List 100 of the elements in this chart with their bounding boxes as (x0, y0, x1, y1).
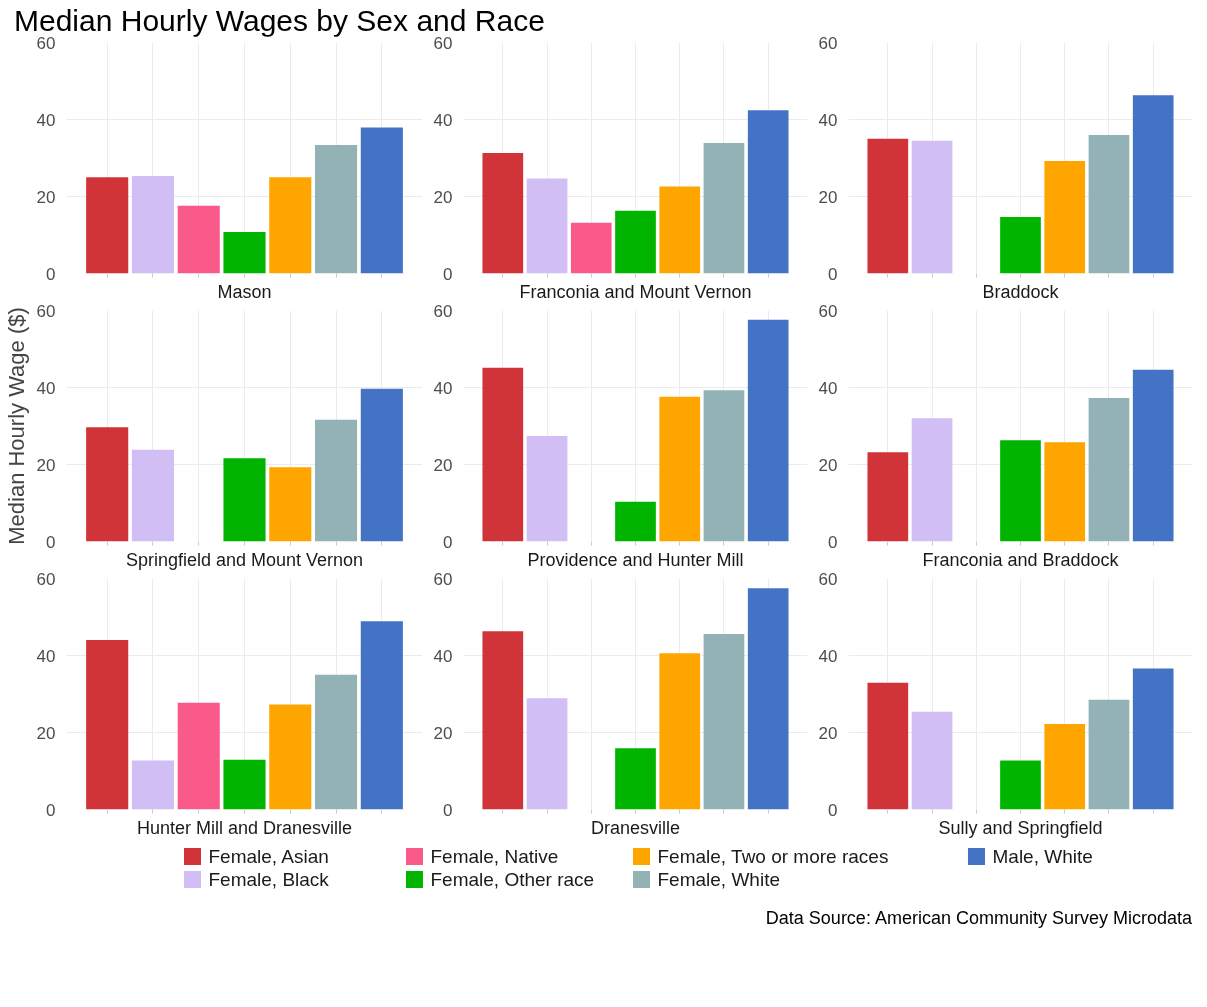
source-note: Data Source: American Community Survey Microdata (765, 907, 1192, 930)
bar (1088, 134, 1130, 274)
bar (659, 186, 701, 274)
x-axis-title: Sully and Springfield (938, 817, 1103, 838)
x-axis-title: Franconia and Mount Vernon (519, 281, 752, 302)
bar (482, 153, 524, 274)
y-tick-label: 0 (46, 264, 56, 284)
y-tick-label: 40 (36, 110, 56, 130)
y-tick-label: 20 (36, 187, 56, 207)
bar (314, 419, 358, 542)
bar (747, 110, 789, 274)
bar (659, 396, 701, 542)
y-tick-label: 0 (828, 532, 838, 552)
y-tick-label: 0 (828, 800, 838, 820)
y-tick-label: 20 (433, 723, 453, 743)
bar (1132, 95, 1174, 274)
bar (570, 222, 612, 274)
bar (911, 711, 953, 810)
y-tick-label: 0 (46, 800, 56, 820)
y-tick-label: 0 (46, 532, 56, 552)
y-tick-label: 20 (433, 455, 453, 475)
bar (131, 449, 175, 542)
y-tick-label: 60 (36, 301, 56, 321)
y-tick-label: 40 (433, 646, 453, 666)
bar (177, 702, 220, 810)
bar (911, 140, 953, 274)
bar (269, 704, 312, 810)
bar (482, 367, 524, 542)
y-tick-label: 20 (818, 187, 838, 207)
bar (86, 427, 129, 542)
bar (1044, 161, 1086, 274)
bar (615, 748, 656, 810)
bar (747, 588, 789, 810)
bar (867, 452, 909, 542)
legend-label: Female, Native (430, 846, 559, 867)
y-tick-label: 20 (433, 187, 453, 207)
bar (615, 210, 656, 274)
y-tick-label: 40 (36, 378, 56, 398)
y-tick-label: 40 (818, 110, 838, 130)
bar (131, 760, 175, 810)
y-tick-label: 60 (36, 33, 56, 53)
y-tick-label: 40 (818, 646, 838, 666)
bar (911, 418, 953, 542)
y-tick-label: 40 (433, 378, 453, 398)
x-axis-title: Braddock (982, 281, 1060, 302)
bar (177, 205, 220, 274)
bar (269, 467, 312, 542)
bar (526, 698, 568, 810)
y-tick-label: 60 (818, 301, 838, 321)
bar (360, 127, 403, 274)
bar (1044, 442, 1086, 542)
legend-label: Female, Other race (430, 869, 595, 890)
bar (526, 178, 568, 274)
bar (223, 231, 266, 274)
y-tick-label: 0 (443, 800, 453, 820)
y-tick-label: 60 (433, 301, 453, 321)
bar (1000, 216, 1041, 274)
y-tick-label: 20 (36, 455, 56, 475)
y-tick-label: 40 (433, 110, 453, 130)
bar (867, 682, 909, 810)
bar (223, 759, 266, 810)
x-axis-title: Hunter Mill and Dranesville (136, 817, 353, 838)
x-axis-title: Mason (217, 281, 272, 302)
bar (86, 640, 129, 810)
y-tick-label: 60 (433, 33, 453, 53)
y-tick-label: 60 (818, 569, 838, 589)
legend-label: Female, White (657, 869, 780, 890)
x-axis-title: Franconia and Braddock (922, 549, 1120, 570)
y-tick-label: 0 (443, 532, 453, 552)
bar (703, 142, 745, 274)
bar (703, 390, 745, 542)
y-tick-label: 40 (818, 378, 838, 398)
bar (131, 176, 175, 274)
bar (269, 177, 312, 274)
y-tick-label: 20 (818, 723, 838, 743)
x-axis-title: Springfield and Mount Vernon (125, 549, 364, 570)
bar (1132, 668, 1174, 810)
bar (223, 458, 266, 542)
bar (703, 633, 745, 810)
bar (360, 621, 403, 810)
legend-label: Female, Black (208, 869, 330, 890)
y-tick-label: 20 (818, 455, 838, 475)
y-tick-label: 0 (443, 264, 453, 284)
bar (526, 436, 568, 542)
y-tick-label: 60 (36, 569, 56, 589)
y-tick-label: 0 (828, 264, 838, 284)
bar (482, 631, 524, 810)
y-tick-label: 20 (36, 723, 56, 743)
bar (1088, 699, 1130, 810)
bar (615, 501, 656, 542)
bar (1132, 369, 1174, 542)
bar (659, 653, 701, 810)
y-tick-label: 60 (818, 33, 838, 53)
x-axis-title: Dranesville (590, 817, 681, 838)
bar (1088, 397, 1130, 542)
bar (867, 138, 909, 274)
bar (1044, 724, 1086, 810)
legend-label: Male, White (992, 846, 1093, 867)
y-tick-label: 60 (433, 569, 453, 589)
bar (314, 674, 358, 810)
